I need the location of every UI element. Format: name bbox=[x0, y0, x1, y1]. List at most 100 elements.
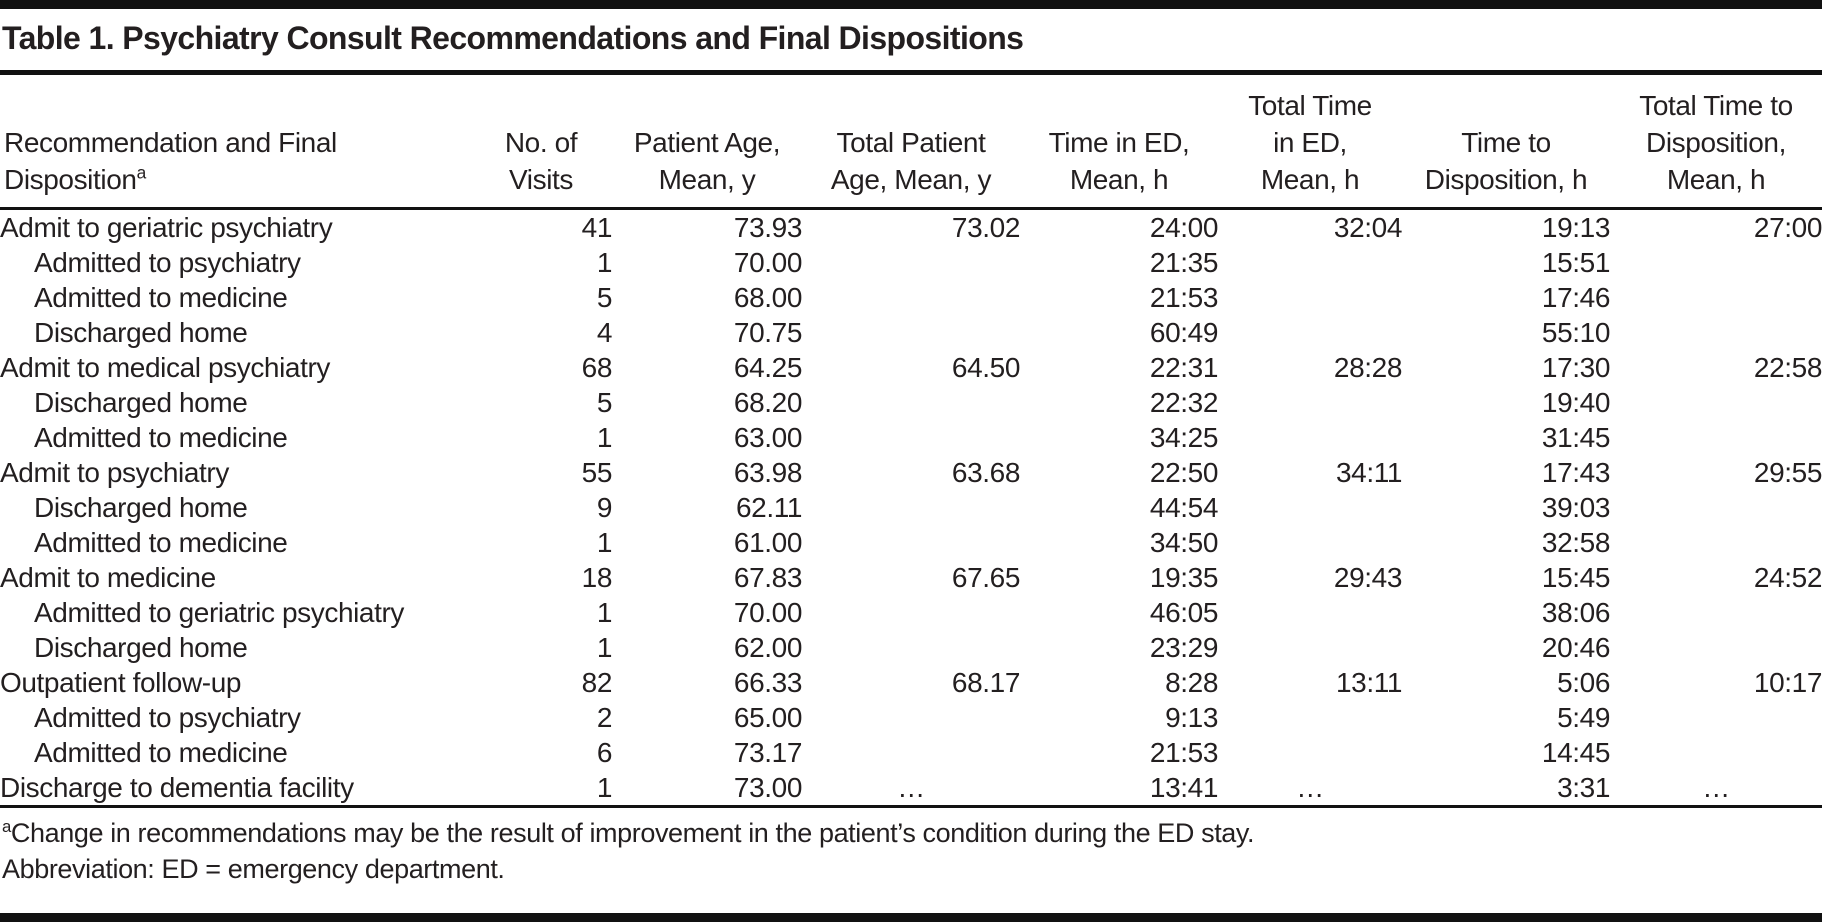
cell-total_time_ed: 32:04 bbox=[1333, 212, 1402, 243]
cell-age: 70.00 bbox=[733, 597, 802, 628]
cell-visits: 4 bbox=[596, 317, 612, 348]
table-row: Discharged home 1 62.00 23:29 20:46 bbox=[0, 630, 1822, 665]
cell-time_ed: 34:25 bbox=[1149, 422, 1218, 453]
cell-total_time_ed bbox=[1218, 630, 1402, 665]
table-row: Discharged home 4 70.75 60:49 55:10 bbox=[0, 315, 1822, 350]
cell-total_time_ed bbox=[1218, 490, 1402, 525]
row-label: Admit to geriatric psychiatry bbox=[0, 212, 333, 243]
cell-time_ed: 34:50 bbox=[1149, 527, 1218, 558]
column-header-visits: No. of Visits bbox=[470, 75, 612, 210]
cell-time_ed: 22:32 bbox=[1149, 387, 1218, 418]
footnote-abbreviation: Abbreviation: ED = emergency department. bbox=[2, 854, 505, 884]
table-row: Admit to psychiatry 55 63.98 63.68 22:50 34:1… bbox=[0, 455, 1822, 490]
row-label: Discharged home bbox=[34, 632, 248, 663]
cell-time_dispo: 19:13 bbox=[1541, 212, 1610, 243]
cell-time_dispo: 15:45 bbox=[1541, 562, 1610, 593]
top-rule bbox=[0, 0, 1822, 9]
table-row: Admitted to medicine 6 73.17 21:53 14:45 bbox=[0, 735, 1822, 770]
cell-age: 73.17 bbox=[733, 737, 802, 768]
cell-total_age: 67.65 bbox=[951, 562, 1020, 593]
cell-total_time_ed bbox=[1218, 595, 1402, 630]
cell-total_time_dispo bbox=[1610, 280, 1822, 315]
row-label: Admit to medical psychiatry bbox=[0, 352, 330, 383]
cell-time_ed: 8:28 bbox=[1165, 667, 1218, 698]
footnote-a-text: Change in recommendations may be the res… bbox=[10, 818, 1255, 848]
cell-age: 68.00 bbox=[733, 282, 802, 313]
table-row: Discharge to dementia facility 1 73.00 … 13:… bbox=[0, 770, 1822, 807]
cell-visits: 1 bbox=[596, 247, 612, 278]
cell-total_time_ed bbox=[1218, 385, 1402, 420]
cell-time_dispo: 38:06 bbox=[1541, 597, 1610, 628]
cell-visits: 5 bbox=[596, 282, 612, 313]
cell-visits: 55 bbox=[581, 457, 612, 488]
cell-total_age bbox=[802, 490, 1020, 525]
cell-total_age bbox=[802, 315, 1020, 350]
column-header-total_time_dispo: Total Time to Disposition, Mean, h bbox=[1610, 75, 1822, 210]
cell-time_dispo: 14:45 bbox=[1541, 737, 1610, 768]
column-header-total_time_ed: Total Time in ED, Mean, h bbox=[1218, 75, 1402, 210]
cell-time_dispo: 32:58 bbox=[1541, 527, 1610, 558]
row-label: Discharged home bbox=[34, 387, 248, 418]
cell-time_ed: 23:29 bbox=[1149, 632, 1218, 663]
cell-total_age bbox=[802, 280, 1020, 315]
header-row: Recommendation and Final Dispositiona No. … bbox=[0, 75, 1822, 210]
cell-total_age: 63.68 bbox=[951, 457, 1020, 488]
column-header-time_ed: Time in ED, Mean, h bbox=[1020, 75, 1218, 210]
cell-age: 66.33 bbox=[733, 667, 802, 698]
cell-time_ed: 46:05 bbox=[1149, 597, 1218, 628]
header-superscript: a bbox=[136, 162, 147, 183]
cell-visits: 41 bbox=[581, 212, 612, 243]
cell-total_time_ed: 13:11 bbox=[1336, 667, 1402, 698]
cell-time_ed: 60:49 bbox=[1149, 317, 1218, 348]
row-label: Admitted to psychiatry bbox=[34, 247, 301, 278]
table-row: Discharged home 9 62.11 44:54 39:03 bbox=[0, 490, 1822, 525]
cell-time_ed: 19:35 bbox=[1149, 562, 1218, 593]
table-row: Outpatient follow-up 82 66.33 68.17 8:28 13:1… bbox=[0, 665, 1822, 700]
cell-total_time_ed: 29:43 bbox=[1333, 562, 1402, 593]
table-title-text: Table 1. Psychiatry Consult Recommendati… bbox=[2, 20, 1024, 56]
cell-total_time_dispo: 22:58 bbox=[1753, 352, 1822, 383]
table-body: Admit to geriatric psychiatry 41 73.93 73.0… bbox=[0, 209, 1822, 807]
cell-total_age bbox=[802, 525, 1020, 560]
cell-visits: 5 bbox=[596, 387, 612, 418]
table-row: Admit to medicine 18 67.83 67.65 19:35 29:43 1… bbox=[0, 560, 1822, 595]
cell-time_dispo: 17:46 bbox=[1541, 282, 1610, 313]
cell-total_time_dispo: 27:00 bbox=[1753, 212, 1822, 243]
cell-total_time_dispo: 29:55 bbox=[1753, 457, 1822, 488]
cell-total_time_dispo bbox=[1610, 245, 1822, 280]
cell-visits: 6 bbox=[596, 737, 612, 768]
cell-time_ed: 22:50 bbox=[1149, 457, 1218, 488]
row-label: Admitted to medicine bbox=[34, 737, 288, 768]
cell-total_time_dispo bbox=[1610, 315, 1822, 350]
row-label: Admitted to medicine bbox=[34, 527, 288, 558]
row-label: Discharged home bbox=[34, 317, 248, 348]
cell-total_time_ed: 34:11 bbox=[1336, 457, 1402, 488]
cell-time_dispo: 3:31 bbox=[1557, 772, 1610, 803]
column-header-total_age: Total Patient Age, Mean, y bbox=[802, 75, 1020, 210]
cell-time_dispo: 5:06 bbox=[1557, 667, 1610, 698]
cell-total_age bbox=[802, 420, 1020, 455]
cell-total_age bbox=[802, 385, 1020, 420]
cell-age: 65.00 bbox=[733, 702, 802, 733]
cell-time_ed: 9:13 bbox=[1165, 702, 1218, 733]
cell-total_time_ed: 28:28 bbox=[1333, 352, 1402, 383]
table-row: Admitted to psychiatry 1 70.00 21:35 15:51 bbox=[0, 245, 1822, 280]
cell-total_time_dispo bbox=[1610, 525, 1822, 560]
cell-time_ed: 21:35 bbox=[1149, 247, 1218, 278]
cell-visits: 1 bbox=[596, 527, 612, 558]
table-row: Admitted to medicine 1 63.00 34:25 31:45 bbox=[0, 420, 1822, 455]
cell-time_ed: 22:31 bbox=[1149, 352, 1218, 383]
row-label: Outpatient follow-up bbox=[0, 667, 242, 698]
cell-time_ed: 21:53 bbox=[1149, 737, 1218, 768]
cell-total_age: 73.02 bbox=[951, 212, 1020, 243]
cell-total_age: … bbox=[897, 772, 925, 803]
table-row: Admit to medical psychiatry 68 64.25 64.50 2… bbox=[0, 350, 1822, 385]
cell-total_time_ed bbox=[1218, 700, 1402, 735]
cell-age: 70.75 bbox=[733, 317, 802, 348]
row-label: Admitted to geriatric psychiatry bbox=[34, 597, 405, 628]
row-label: Admitted to psychiatry bbox=[34, 702, 301, 733]
title-rule bbox=[0, 70, 1822, 75]
column-header-age: Patient Age, Mean, y bbox=[612, 75, 802, 210]
cell-total_time_ed bbox=[1218, 420, 1402, 455]
